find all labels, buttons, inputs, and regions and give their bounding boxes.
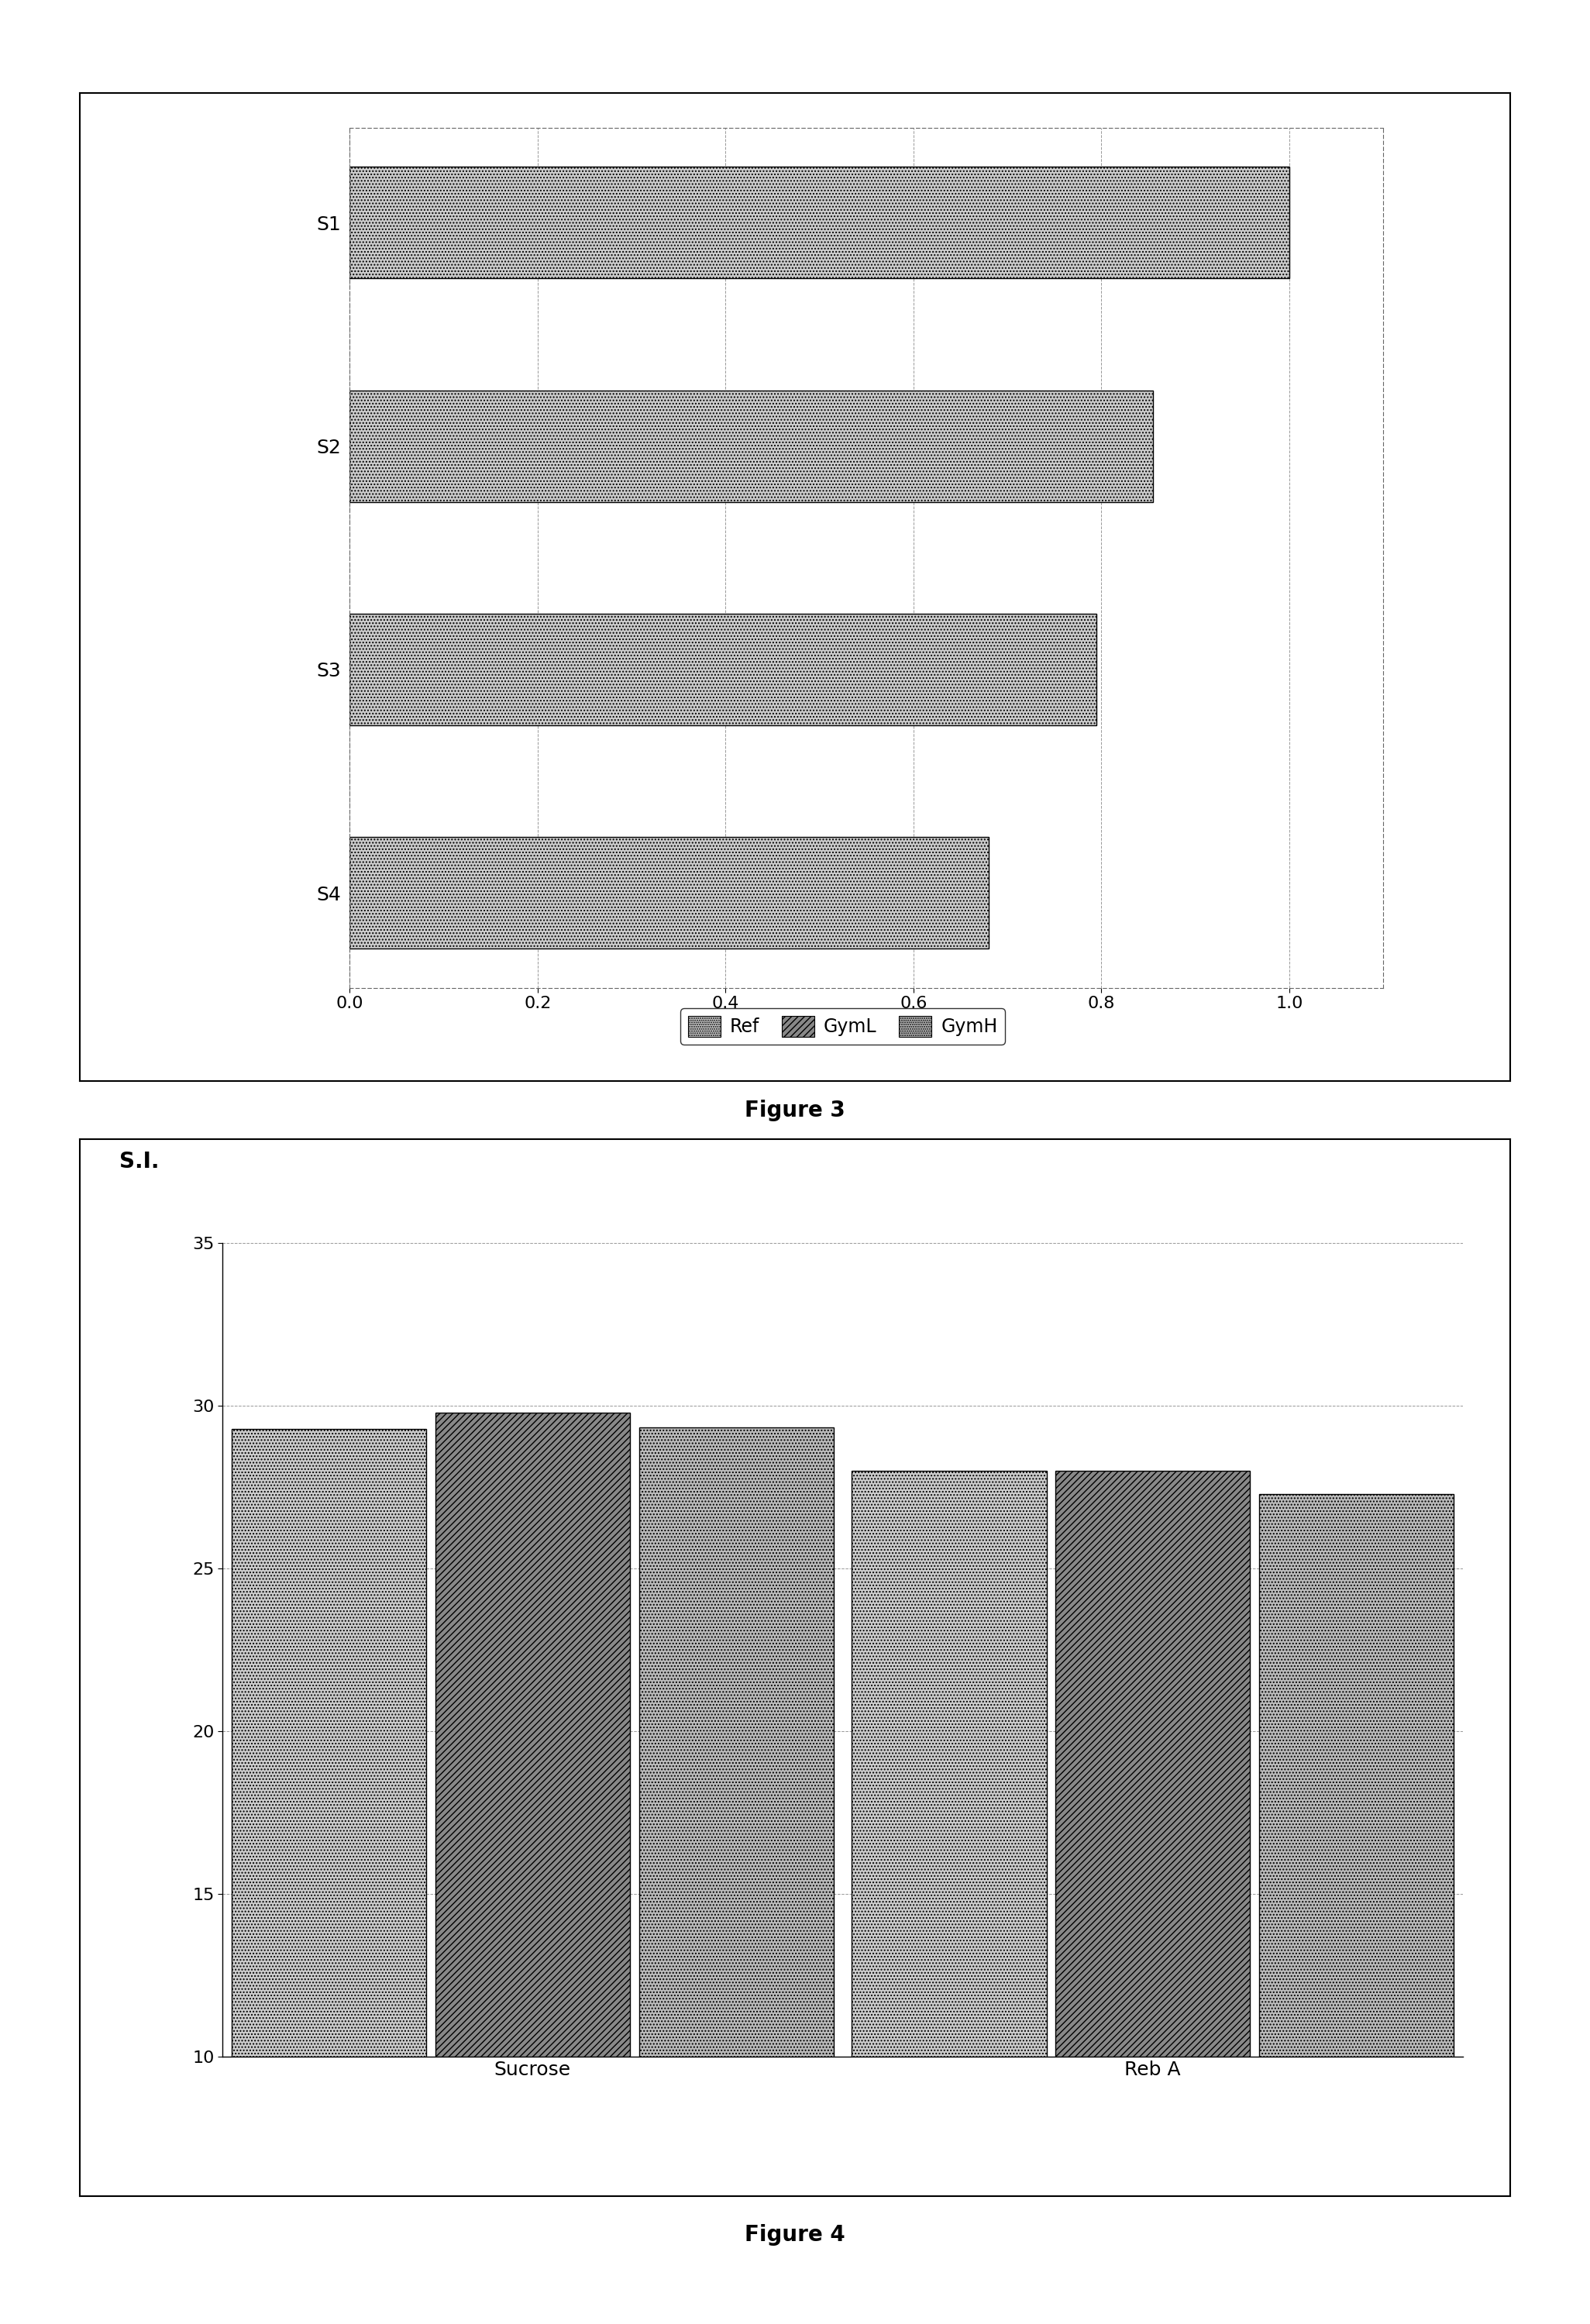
Text: S.I.: S.I. <box>119 1150 159 1171</box>
Bar <box>350 614 1097 725</box>
Bar <box>350 167 1289 279</box>
Bar <box>350 837 989 948</box>
Bar <box>350 390 1153 502</box>
Bar <box>1259 1494 1453 2324</box>
Legend: Ref, GymL, GymH: Ref, GymL, GymH <box>681 1009 1005 1043</box>
Bar <box>1056 1471 1250 2324</box>
Bar <box>232 1429 426 2324</box>
Text: Figure 4: Figure 4 <box>744 2224 846 2245</box>
Bar <box>436 1413 630 2324</box>
Bar <box>852 1471 1046 2324</box>
Bar <box>639 1427 833 2324</box>
Text: Figure 3: Figure 3 <box>744 1099 846 1120</box>
